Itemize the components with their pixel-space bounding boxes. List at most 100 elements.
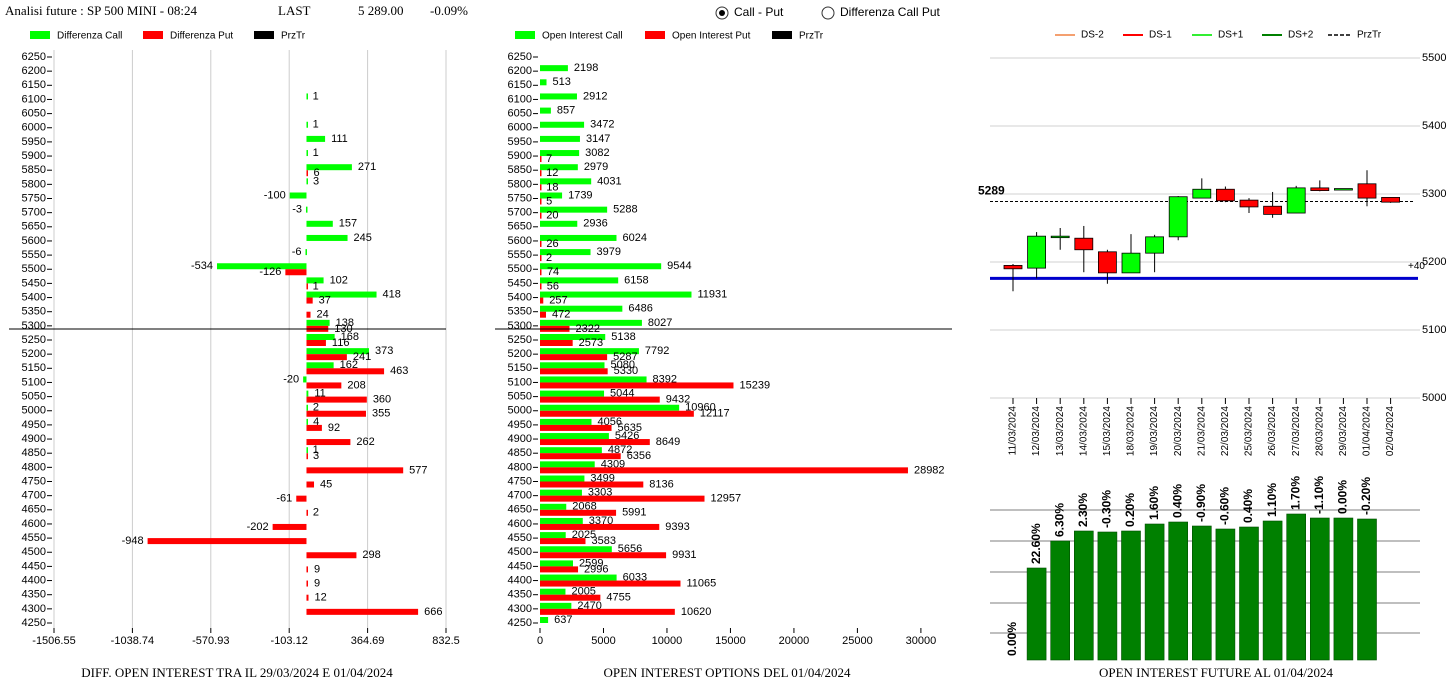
bar (540, 404, 680, 411)
x-tick-label: 11/03/2024 (1008, 406, 1019, 456)
data-label: -0.20% (1359, 477, 1373, 515)
bar (306, 566, 308, 573)
data-label: 12 (314, 592, 326, 604)
data-label: 157 (339, 218, 357, 230)
y-tick-label: 5000 (22, 405, 46, 417)
data-label: 3979 (597, 246, 621, 258)
reference-label: 5289 (978, 184, 1005, 198)
data-label: 4872 (608, 444, 632, 456)
radio-label[interactable]: Differenza Call Put (840, 5, 940, 19)
bar (540, 249, 591, 256)
chart-title: OPEN INTEREST FUTURE AL 01/04/2024 (1099, 665, 1334, 680)
y-tick-label: 5400 (22, 291, 46, 303)
data-label: 2912 (583, 90, 607, 102)
bar (540, 206, 608, 213)
bar (540, 135, 580, 142)
x-tick-label: 21/03/2024 (1196, 406, 1207, 456)
x-tick-label: 01/04/2024 (1362, 406, 1373, 456)
data-label: 241 (353, 351, 371, 363)
data-label: 5 (546, 195, 552, 207)
bar (306, 178, 308, 185)
bar (540, 65, 568, 72)
bar (540, 574, 617, 581)
bar (306, 453, 308, 460)
y-tick-label: 6200 (22, 65, 46, 77)
data-label: -202 (247, 521, 269, 533)
y-tick-label: 4550 (508, 532, 532, 544)
bar (540, 410, 694, 417)
data-label: 26 (546, 238, 558, 250)
bar (1121, 530, 1141, 661)
bar (540, 107, 551, 114)
y-tick-label: 5100 (508, 376, 532, 388)
x-tick-label: 0 (537, 635, 543, 647)
x-tick-label: -103.12 (271, 635, 308, 647)
y-tick-label: 4400 (22, 574, 46, 586)
x-tick-label: 27/03/2024 (1291, 406, 1302, 456)
last-change: -0.09% (430, 3, 468, 18)
data-label: 9432 (666, 394, 690, 406)
x-tick-label: 5000 (591, 635, 615, 647)
data-label: 2936 (583, 218, 607, 230)
y-tick-label: 4350 (508, 589, 532, 601)
bar (540, 368, 608, 375)
data-label: 0.00% (1005, 622, 1019, 656)
data-label: 1739 (568, 189, 592, 201)
y-tick-label: 5650 (508, 221, 532, 233)
bar (540, 523, 660, 530)
y-tick-label: 5450 (508, 277, 532, 289)
bar (306, 362, 334, 369)
y-tick-label: 4650 (22, 504, 46, 516)
bar (540, 503, 567, 510)
bar (306, 608, 419, 615)
bar (540, 453, 621, 460)
data-label: 262 (356, 436, 374, 448)
legend-swatch (143, 31, 163, 39)
data-label: 208 (347, 379, 365, 391)
radio-label[interactable]: Call - Put (734, 5, 784, 19)
data-label: 3583 (591, 535, 615, 547)
x-tick-label: 22/03/2024 (1220, 406, 1231, 456)
data-label: 1 (313, 280, 319, 292)
data-label: 4309 (601, 458, 625, 470)
y-tick-label: 4850 (22, 447, 46, 459)
data-label: 4031 (597, 175, 621, 187)
bar (540, 319, 642, 326)
y-tick-label: 5900 (508, 150, 532, 162)
candle-body (1381, 196, 1400, 203)
x-tick-label: 12/03/2024 (1031, 406, 1042, 456)
bar (540, 220, 578, 227)
y-tick-label: 4450 (508, 560, 532, 572)
bar (1026, 567, 1047, 661)
y-tick-label: 5750 (508, 192, 532, 204)
bar (1097, 531, 1118, 661)
bar (540, 192, 563, 199)
bar (540, 608, 675, 615)
data-label: 373 (375, 345, 393, 357)
data-label: 257 (549, 294, 567, 306)
y-tick-label: 5800 (22, 178, 46, 190)
data-label: 3 (313, 175, 319, 187)
bar (305, 206, 308, 213)
bar (306, 354, 347, 361)
bar (540, 311, 546, 318)
bar (540, 79, 547, 86)
candle-body (1168, 196, 1188, 238)
data-label: 37 (319, 294, 331, 306)
data-label: 2025 (572, 529, 596, 541)
bar (540, 467, 908, 474)
candle-body (1310, 187, 1330, 192)
radio-button[interactable] (821, 6, 835, 20)
bar (540, 509, 617, 516)
bar (540, 538, 586, 545)
bar (540, 532, 566, 539)
y-tick-label: 4600 (22, 518, 46, 530)
legend-label: DS-1 (1149, 30, 1172, 41)
bar (306, 424, 322, 431)
y-tick-label: 5250 (508, 334, 532, 346)
bar (540, 461, 595, 468)
bar (306, 283, 308, 290)
y-tick-label: 6150 (22, 79, 46, 91)
data-label: 2599 (579, 557, 603, 569)
